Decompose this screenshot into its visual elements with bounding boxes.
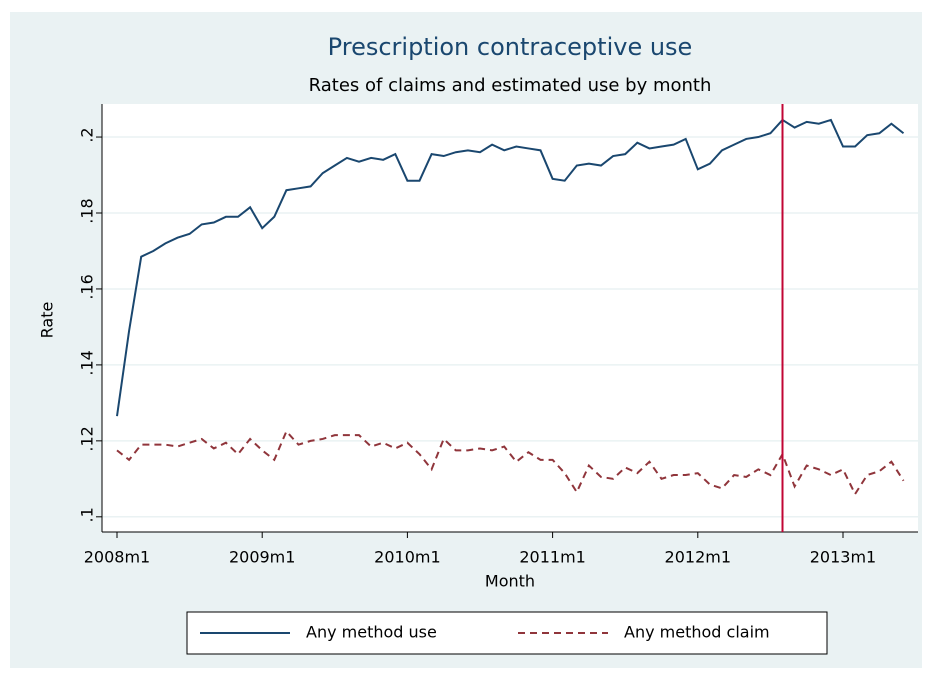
legend-label: Any method claim: [624, 623, 770, 642]
x-tick-label: 2013m1: [810, 548, 876, 567]
series-line: [116, 118, 905, 417]
series-line: [116, 429, 905, 497]
legend-box: [186, 611, 828, 655]
y-tick-label: .16: [78, 274, 97, 299]
y-tick-label: .14: [78, 350, 97, 375]
legend: Any method use Any method claim: [186, 611, 828, 655]
chart-title: Prescription contraceptive use: [328, 33, 693, 61]
x-axis-label: Month: [485, 572, 535, 591]
y-tick-label: .18: [78, 198, 97, 223]
y-tick-label: .1: [78, 507, 97, 522]
x-tick-label: 2009m1: [229, 548, 295, 567]
y-tick-label: .2: [78, 127, 97, 142]
x-tick-label: 2010m1: [374, 548, 440, 567]
legend-label: Any method use: [306, 623, 437, 642]
x-tick-label: 2012m1: [665, 548, 731, 567]
x-tick-label: 2008m1: [84, 548, 150, 567]
x-tick-label: 2011m1: [519, 548, 585, 567]
y-axis-label: Rate: [38, 302, 57, 339]
y-tick-label: .12: [78, 426, 97, 451]
chart-subtitle: Rates of claims and estimated use by mon…: [309, 75, 712, 96]
plot-region: [102, 104, 918, 532]
